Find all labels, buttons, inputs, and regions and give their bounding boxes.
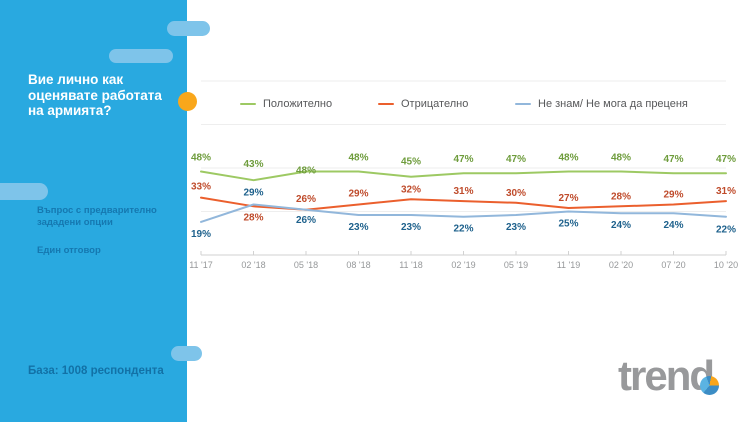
data-label-series-0: 48% (611, 153, 631, 164)
data-label-series-2: 23% (401, 222, 421, 233)
data-label-series-0: 48% (296, 166, 316, 177)
legend-label: Не знам/ Не мога да преценя (538, 98, 688, 110)
data-label-series-1: 28% (611, 191, 631, 202)
decor-pill-bottom (171, 346, 202, 361)
data-label-series-1: 31% (453, 186, 473, 197)
data-label-series-2: 25% (558, 219, 578, 230)
accent-dot (178, 92, 197, 111)
x-axis-label: 11 '18 (399, 260, 423, 270)
data-label-series-1: 28% (243, 212, 263, 223)
x-axis-label: 02 '18 (241, 260, 265, 270)
data-label-series-0: 47% (716, 154, 736, 165)
data-label-series-1: 29% (348, 189, 368, 200)
base-note: База: 1008 респондента (28, 365, 164, 377)
trend-logo-pie-icon (700, 376, 719, 395)
data-label-series-2: 22% (716, 225, 736, 236)
legend-swatch-icon (515, 102, 531, 106)
x-axis-label: 11 '19 (557, 260, 581, 270)
data-label-series-1: 27% (558, 193, 578, 204)
legend-item-1: Отрицателно (378, 97, 468, 111)
data-label-series-2: 22% (453, 224, 473, 235)
data-label-series-1: 33% (191, 182, 211, 193)
data-label-series-0: 48% (558, 153, 578, 164)
x-axis-label: 02 '19 (451, 260, 475, 270)
series-line-0 (200, 170, 727, 182)
x-axis-label: 07 '20 (661, 260, 685, 270)
data-label-series-0: 43% (243, 159, 263, 170)
data-label-series-1: 29% (663, 190, 683, 201)
data-label-series-1: 32% (401, 184, 421, 195)
data-label-series-0: 47% (506, 154, 526, 165)
data-label-series-2: 24% (663, 220, 683, 231)
trend-logo: trend (618, 355, 738, 405)
legend-item-2: Не знам/ Не мога да преценя (515, 97, 688, 111)
data-label-series-2: 26% (296, 215, 316, 226)
x-axis-label: 05 '18 (294, 260, 318, 270)
data-label-series-0: 45% (401, 157, 421, 168)
data-label-series-0: 48% (348, 153, 368, 164)
legend-label: Отрицателно (401, 98, 469, 110)
decor-pill-top (167, 21, 210, 36)
data-label-series-1: 26% (296, 194, 316, 205)
legend-item-0: Положително (240, 97, 332, 111)
x-axis-label: 05 '19 (504, 260, 528, 270)
question-title: Вие лично как оценявате работата на арми… (28, 72, 162, 118)
x-axis-label: 08 '18 (346, 260, 370, 270)
legend-swatch-icon (378, 102, 394, 106)
data-label-series-2: 19% (191, 229, 211, 240)
data-label-series-0: 48% (191, 153, 211, 164)
decor-pill-upper (109, 49, 173, 63)
data-label-series-2: 24% (611, 220, 631, 231)
data-label-series-2: 29% (243, 188, 263, 199)
data-label-series-2: 23% (506, 222, 526, 233)
sidebar: Вие лично как оценявате работата на арми… (0, 0, 187, 422)
data-label-series-1: 30% (506, 188, 526, 199)
trend-logo-text: trend (618, 352, 715, 399)
line-chart-svg: 11 '17 02 '18 05 '18 08 '18 11 '18 02 '19 05 '… (189, 80, 738, 270)
legend-swatch-icon (240, 102, 256, 106)
data-label-series-2: 23% (348, 222, 368, 233)
data-label-series-0: 47% (663, 154, 683, 165)
series-line-2 (200, 203, 727, 223)
decor-pill-left (0, 183, 48, 200)
data-label-series-1: 31% (716, 186, 736, 197)
question-type-note: Въпрос с предварително зададени опции (37, 205, 157, 228)
data-label-series-0: 47% (453, 154, 473, 165)
x-axis-label: 02 '20 (609, 260, 633, 270)
chart-legend: Положително Отрицателно Не знам/ Не мога д… (0, 97, 750, 111)
legend-label: Положително (263, 98, 333, 110)
x-axis-label: 10 '20 (714, 260, 738, 270)
x-axis-label: 11 '17 (189, 260, 213, 270)
single-answer-note: Един отговор (37, 245, 101, 256)
